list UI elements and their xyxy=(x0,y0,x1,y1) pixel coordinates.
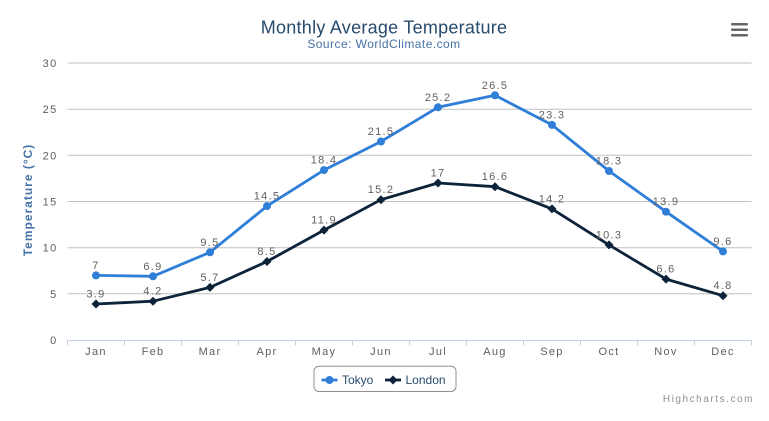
svg-text:London: London xyxy=(406,373,446,387)
svg-text:Monthly Average Temperature: Monthly Average Temperature xyxy=(261,18,508,38)
svg-text:14.5: 14.5 xyxy=(254,191,281,203)
svg-text:0: 0 xyxy=(50,335,57,347)
svg-text:Source: WorldClimate.com: Source: WorldClimate.com xyxy=(307,37,460,51)
svg-text:Dec: Dec xyxy=(711,346,734,358)
svg-text:Jul: Jul xyxy=(429,346,447,358)
svg-text:4.2: 4.2 xyxy=(143,286,162,298)
svg-text:14.2: 14.2 xyxy=(539,193,566,205)
svg-text:15.2: 15.2 xyxy=(368,184,395,196)
svg-text:26.5: 26.5 xyxy=(482,80,509,92)
svg-text:Temperature (°C): Temperature (°C) xyxy=(21,144,35,257)
svg-text:May: May xyxy=(312,346,337,358)
svg-text:7: 7 xyxy=(92,260,99,272)
svg-text:Jun: Jun xyxy=(370,346,392,358)
svg-text:25.2: 25.2 xyxy=(425,92,452,104)
svg-text:21.5: 21.5 xyxy=(368,126,395,138)
svg-text:Tokyo: Tokyo xyxy=(342,373,374,387)
svg-text:11.9: 11.9 xyxy=(311,215,337,227)
svg-text:5: 5 xyxy=(50,289,57,301)
svg-text:8.5: 8.5 xyxy=(257,246,276,258)
svg-text:15: 15 xyxy=(43,197,58,209)
svg-text:Nov: Nov xyxy=(654,346,677,358)
svg-text:5.7: 5.7 xyxy=(200,272,219,284)
svg-text:9.5: 9.5 xyxy=(200,237,219,249)
svg-text:9.6: 9.6 xyxy=(713,236,732,248)
svg-text:Highcharts.com: Highcharts.com xyxy=(663,394,754,405)
svg-text:20: 20 xyxy=(43,150,58,162)
svg-text:Apr: Apr xyxy=(256,346,277,358)
svg-text:10.3: 10.3 xyxy=(596,229,623,241)
svg-text:13.9: 13.9 xyxy=(653,196,680,208)
svg-text:Sep: Sep xyxy=(540,346,563,358)
svg-text:Feb: Feb xyxy=(142,346,165,358)
svg-text:3.9: 3.9 xyxy=(86,289,105,301)
svg-text:25: 25 xyxy=(43,104,58,116)
svg-text:6.9: 6.9 xyxy=(143,261,162,273)
svg-text:16.6: 16.6 xyxy=(482,171,509,183)
svg-text:17: 17 xyxy=(431,168,446,180)
svg-text:30: 30 xyxy=(43,58,58,70)
svg-text:18.3: 18.3 xyxy=(596,156,623,168)
svg-text:4.8: 4.8 xyxy=(713,280,732,292)
svg-text:Aug: Aug xyxy=(483,346,506,358)
svg-text:23.3: 23.3 xyxy=(539,109,566,121)
svg-text:18.4: 18.4 xyxy=(311,155,338,167)
svg-text:Mar: Mar xyxy=(199,346,222,358)
svg-text:Oct: Oct xyxy=(598,346,619,358)
svg-text:6.6: 6.6 xyxy=(656,264,675,276)
svg-text:10: 10 xyxy=(43,243,58,255)
svg-text:Jan: Jan xyxy=(85,346,107,358)
